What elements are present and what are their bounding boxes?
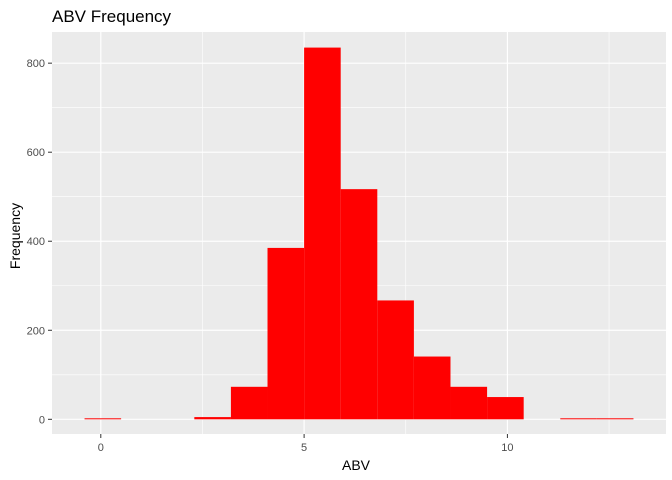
- x-tick-label: 5: [301, 442, 307, 454]
- histogram-bar: [85, 418, 122, 419]
- x-axis-title: ABV: [342, 457, 371, 473]
- histogram-bar: [597, 418, 634, 419]
- histogram-bar: [304, 48, 341, 420]
- x-tick-label: 0: [98, 442, 104, 454]
- y-tick-label: 200: [27, 325, 45, 337]
- histogram-bar: [560, 418, 597, 419]
- y-tick-label: 400: [27, 236, 45, 248]
- histogram-bar: [341, 189, 378, 419]
- y-axis-title: Frequency: [7, 203, 23, 269]
- histogram-bar: [194, 417, 231, 419]
- histogram-bar: [231, 387, 268, 419]
- x-tick-label: 10: [501, 442, 513, 454]
- y-tick-label: 600: [27, 147, 45, 159]
- histogram-bar: [268, 248, 305, 419]
- y-tick-label: 800: [27, 58, 45, 70]
- chart-title: ABV Frequency: [52, 7, 172, 26]
- x-axis-ticks: 0 5 10: [98, 434, 514, 454]
- histogram-bar: [450, 387, 487, 419]
- histogram-bar: [414, 357, 451, 420]
- y-tick-label: 0: [39, 414, 45, 426]
- histogram-bar: [377, 300, 414, 419]
- y-axis-ticks: 0 200 400 600 800: [27, 58, 52, 426]
- histogram-bar: [487, 397, 524, 419]
